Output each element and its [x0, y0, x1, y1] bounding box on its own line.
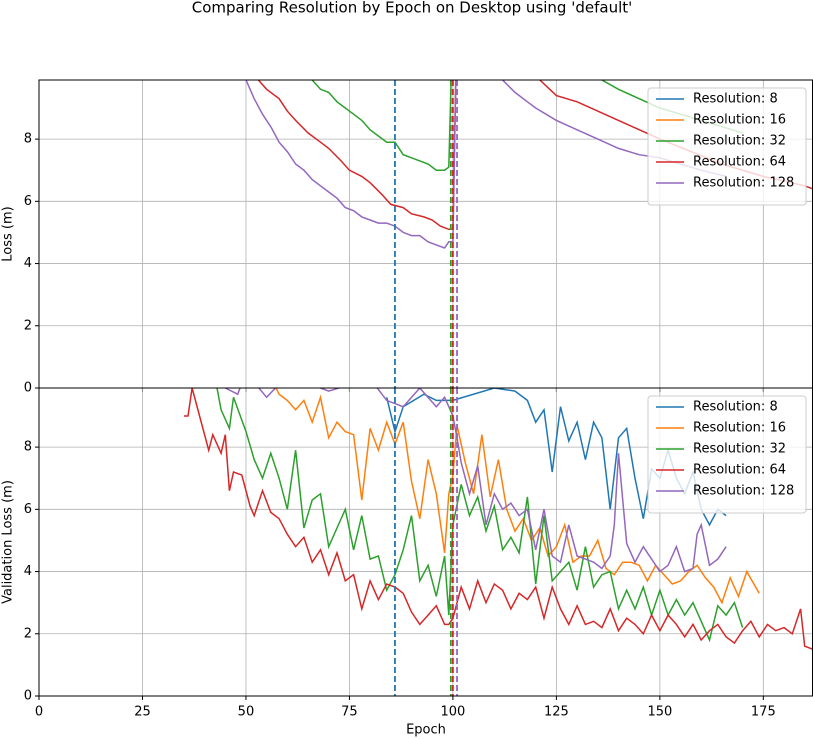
- y-tick-label: 8: [24, 440, 32, 455]
- legend-label: Resolution: 16: [693, 113, 786, 128]
- series-line: [39, 15, 726, 62]
- y-tick-label: 4: [24, 256, 32, 271]
- x-tick-label: 100: [440, 705, 465, 720]
- x-tick-label: 75: [341, 705, 358, 720]
- x-tick-label: 25: [134, 705, 151, 720]
- y-tick-label: 0: [24, 381, 32, 396]
- y-tick-label: 6: [24, 194, 32, 209]
- legend-box: [647, 395, 807, 514]
- legend-label: Resolution: 8: [693, 92, 778, 107]
- y-tick-label: 8: [24, 132, 32, 147]
- series-line: [183, 388, 813, 651]
- y-tick-label: 2: [24, 626, 32, 641]
- y-axis-label: Loss (m): [1, 206, 16, 261]
- series-line: [275, 388, 760, 605]
- series-line: [224, 388, 727, 573]
- x-tick-label: 150: [647, 705, 672, 720]
- x-axis-label: Epoch: [406, 723, 446, 738]
- y-tick-label: 6: [24, 502, 32, 517]
- legend-label: Resolution: 32: [693, 134, 786, 149]
- plot-area: [183, 388, 813, 696]
- legend-label: Resolution: 128: [693, 176, 794, 191]
- legend-label: Resolution: 128: [693, 484, 794, 499]
- series-line: [257, 80, 813, 231]
- figure-title: Comparing Resolution by Epoch on Desktop…: [192, 0, 633, 17]
- y-axis-label: Validation Loss (m): [1, 480, 16, 604]
- y-tick-label: 2: [24, 318, 32, 333]
- x-tick-label: 50: [238, 705, 255, 720]
- series-line: [39, 15, 759, 71]
- legend-label: Resolution: 8: [693, 400, 778, 415]
- x-tick-label: 175: [751, 705, 776, 720]
- legend-box: [647, 87, 807, 206]
- legend-label: Resolution: 64: [693, 155, 786, 170]
- series-line: [216, 388, 744, 643]
- x-tick-label: 0: [35, 705, 43, 720]
- x-tick-label: 125: [544, 705, 569, 720]
- y-tick-label: 4: [24, 564, 32, 579]
- series-line: [245, 80, 727, 249]
- legend-label: Resolution: 64: [693, 463, 786, 478]
- legend-label: Resolution: 32: [693, 442, 786, 457]
- y-tick-label: 0: [24, 689, 32, 704]
- legend-label: Resolution: 16: [693, 421, 786, 436]
